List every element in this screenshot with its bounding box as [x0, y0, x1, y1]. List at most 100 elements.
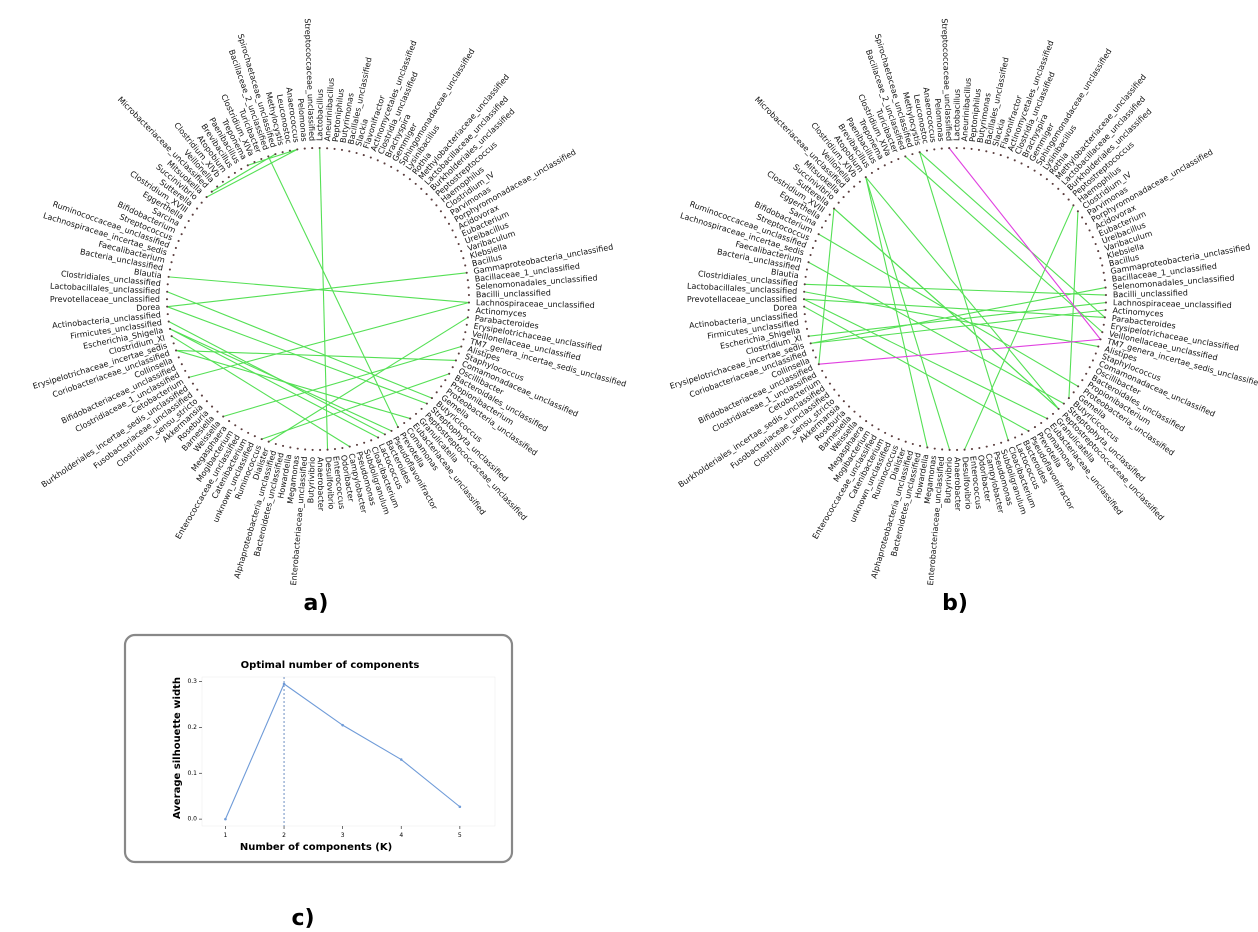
- network-a-node: [466, 316, 469, 319]
- network-a: Gammaproteobacteria_unclassifiedBacillac…: [32, 18, 628, 586]
- network-a-node: [216, 185, 219, 188]
- network-b-node: [897, 157, 900, 161]
- network-b-node: [871, 424, 874, 427]
- network-a-edge: [167, 306, 428, 405]
- network-a-node: [267, 440, 270, 443]
- network-a-node: [260, 157, 263, 161]
- network-a-node: [281, 444, 285, 447]
- silhouette-point: [341, 723, 344, 727]
- network-b-node: [837, 394, 840, 397]
- network-b-node: [814, 356, 817, 359]
- network-a-node: [205, 400, 208, 403]
- network-b-negative-edge: [948, 147, 1101, 340]
- network-a-node: [467, 301, 471, 304]
- network-b-node: [933, 148, 936, 151]
- network-a-node: [166, 313, 169, 316]
- network-a-node: [376, 159, 379, 162]
- network-b-edge: [818, 208, 835, 365]
- network-a-node: [467, 286, 470, 289]
- network-b-node: [832, 207, 836, 210]
- network-a-node: [390, 165, 393, 168]
- network-b-node: [970, 447, 974, 451]
- network-b-node: [1057, 187, 1060, 190]
- network-a-node: [408, 178, 411, 181]
- network-a-taxon-label: Butyrivibrio: [306, 457, 317, 504]
- silhouette-point: [399, 758, 403, 761]
- network-a-taxon-label: Blautia: [133, 267, 162, 280]
- network-a-node: [177, 356, 180, 359]
- network-a-node: [183, 226, 187, 229]
- panel-label-b: b): [942, 591, 968, 616]
- network-a-node: [402, 173, 405, 176]
- network-a-node: [448, 372, 451, 375]
- network-a-node: [462, 338, 465, 341]
- network-b-node: [926, 446, 929, 449]
- network-a-node: [234, 424, 237, 427]
- network-b-node: [1102, 323, 1105, 326]
- network-a-edge: [175, 349, 411, 420]
- network-a-taxon-label: Anaerobacter: [316, 457, 326, 512]
- network-b-edge: [803, 298, 1048, 420]
- network-a-node: [260, 438, 263, 441]
- network-b-node: [809, 342, 812, 345]
- network-b-node: [853, 185, 856, 188]
- network-a-node: [166, 305, 169, 308]
- network-b-negative-edge: [818, 338, 1101, 365]
- network-a-node: [451, 366, 454, 369]
- network-a-taxon-label: Prevotellaceae_unclassified: [50, 295, 160, 304]
- panel-label-c: c): [291, 906, 314, 931]
- network-a-node: [166, 290, 169, 293]
- network-b-node: [870, 171, 873, 174]
- network-a-node: [172, 253, 175, 257]
- x-tick-label: 3: [341, 832, 345, 839]
- network-b-node: [803, 290, 806, 293]
- network-a-node: [246, 164, 249, 167]
- network-a-node: [420, 187, 423, 190]
- network-a-node: [348, 445, 351, 448]
- network-b-node: [911, 153, 914, 156]
- y-tick-label: 0.0: [187, 816, 197, 823]
- network-b-node: [1099, 338, 1102, 341]
- network-b-node: [1101, 264, 1104, 267]
- network-a-node: [296, 148, 299, 151]
- network-a-node: [180, 363, 183, 366]
- network-b-node: [948, 448, 951, 451]
- network-a-node: [210, 190, 213, 193]
- network-a-node: [187, 376, 190, 379]
- network-b-node: [828, 213, 831, 216]
- network-b-node: [814, 239, 817, 243]
- network-b-taxon-label: Actinomyces: [1112, 306, 1164, 319]
- network-a-node: [187, 219, 190, 223]
- network-b-node: [842, 400, 845, 403]
- network-b-taxon-label: Desulfovibrio: [960, 456, 972, 509]
- network-a-node: [253, 435, 256, 438]
- network-a-node: [457, 352, 460, 355]
- network-b-node: [824, 376, 827, 379]
- network-a-edge: [188, 301, 470, 378]
- network-a-node: [435, 391, 438, 394]
- network-b-node: [1099, 257, 1102, 260]
- network-b-node: [809, 253, 812, 257]
- network-b-node: [842, 196, 845, 199]
- network-b-node: [804, 275, 807, 278]
- network-b-node: [817, 233, 820, 236]
- network-b-node: [955, 146, 958, 150]
- network-a-node: [240, 428, 243, 431]
- network-b-node: [803, 313, 806, 316]
- network-b-node: [804, 320, 807, 323]
- network-b-node: [1104, 286, 1107, 289]
- network-a-node: [403, 421, 406, 425]
- network-a-edge: [166, 291, 433, 399]
- network-b-node: [1097, 345, 1100, 348]
- network-b-node: [1040, 421, 1043, 425]
- network-a-node: [274, 442, 277, 446]
- network-a-node: [200, 201, 203, 204]
- network-b-node: [970, 147, 973, 150]
- network-a-node: [195, 207, 199, 210]
- network-b-node: [1057, 407, 1060, 410]
- network-a-node: [460, 250, 463, 253]
- network-a-edge: [168, 321, 386, 435]
- y-tick-label: 0.3: [187, 678, 197, 685]
- network-a-node: [174, 246, 177, 249]
- network-b-node: [897, 438, 900, 441]
